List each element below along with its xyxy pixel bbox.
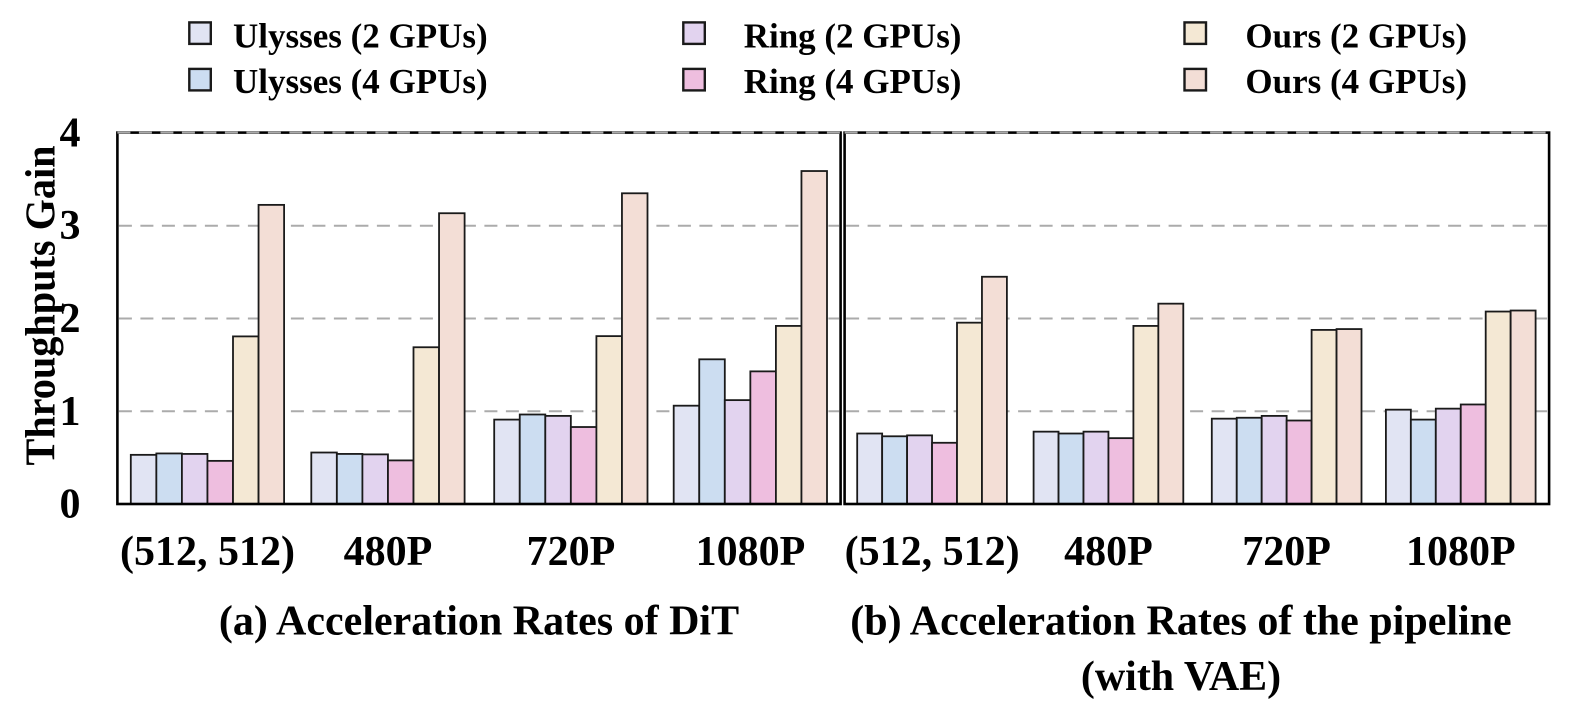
svg-text:Ring (2 GPUs): Ring (2 GPUs) xyxy=(744,16,962,55)
svg-text:Ulysses (2 GPUs): Ulysses (2 GPUs) xyxy=(233,16,488,55)
svg-text:(with VAE): (with VAE) xyxy=(1081,654,1281,700)
svg-text:(a) Acceleration Rates of DiT: (a) Acceleration Rates of DiT xyxy=(219,599,739,645)
svg-text:Throughputs Gain: Throughputs Gain xyxy=(19,146,65,466)
svg-text:2: 2 xyxy=(60,296,81,342)
svg-text:Ring (4 GPUs): Ring (4 GPUs) xyxy=(744,62,962,101)
svg-text:480P: 480P xyxy=(344,529,433,575)
svg-text:Ours (2 GPUs): Ours (2 GPUs) xyxy=(1245,16,1467,55)
svg-text:4: 4 xyxy=(60,111,81,157)
svg-text:1080P: 1080P xyxy=(696,529,806,575)
svg-text:3: 3 xyxy=(60,203,81,249)
svg-text:(512, 512): (512, 512) xyxy=(120,529,295,575)
svg-text:1080P: 1080P xyxy=(1406,529,1516,575)
svg-text:720P: 720P xyxy=(527,529,616,575)
svg-text:0: 0 xyxy=(60,482,81,528)
svg-text:Ulysses (4 GPUs): Ulysses (4 GPUs) xyxy=(233,62,488,101)
svg-text:1: 1 xyxy=(60,389,81,435)
svg-text:Ours (4 GPUs): Ours (4 GPUs) xyxy=(1245,62,1467,101)
svg-text:(b) Acceleration Rates of the: (b) Acceleration Rates of the pipeline xyxy=(850,599,1511,645)
svg-text:720P: 720P xyxy=(1242,529,1331,575)
svg-text:(512, 512): (512, 512) xyxy=(845,529,1020,575)
svg-text:480P: 480P xyxy=(1064,529,1153,575)
